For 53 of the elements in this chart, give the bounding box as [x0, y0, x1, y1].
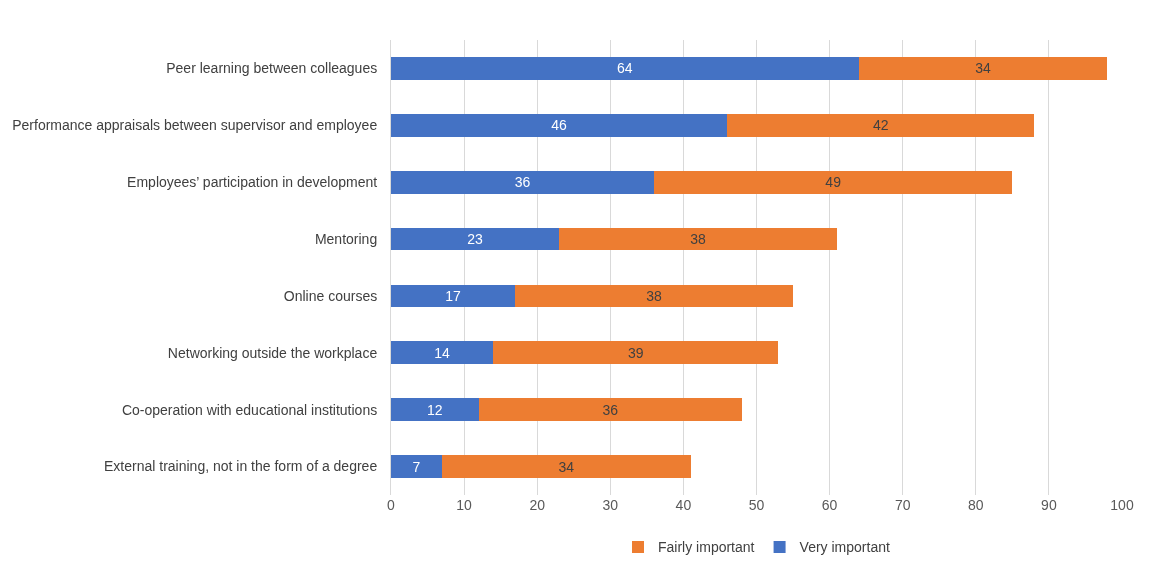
legend-label: Very important: [799, 539, 890, 556]
x-tick-label: 40: [675, 497, 692, 513]
x-tick-label: 0: [387, 497, 396, 513]
bar: [478, 398, 742, 422]
bar: [391, 113, 728, 137]
data-label: 38: [646, 287, 663, 304]
bar: [391, 227, 560, 251]
y-tick-label: Networking outside the workplace: [167, 344, 378, 361]
x-tick-label: 80: [968, 497, 984, 513]
bar: [391, 455, 443, 478]
x-tick-label: 90: [1041, 497, 1057, 513]
bar: [442, 455, 691, 478]
data-label: 42: [872, 117, 889, 134]
x-tick-label: 30: [602, 497, 619, 513]
y-tick-label: Peer learning between colleagues: [166, 60, 378, 77]
legend-label: Fairly important: [658, 539, 755, 556]
data-label: 46: [551, 117, 568, 134]
x-tick-label: 60: [821, 497, 838, 513]
y-tick-label: External training, not in the form of a degree: [104, 458, 378, 475]
bar: [727, 113, 1035, 137]
data-label: 7: [412, 458, 421, 475]
x-tick-label: 10: [456, 497, 473, 513]
bar: [515, 284, 794, 308]
data-label: 38: [690, 231, 706, 248]
data-label: 49: [825, 174, 842, 191]
data-label: 39: [627, 344, 644, 361]
data-label: 64: [617, 60, 633, 77]
y-tick-label: Co-operation with educational institutions: [121, 401, 378, 418]
y-tick-label: Online courses: [283, 287, 378, 304]
data-label: 14: [434, 344, 451, 361]
bar: [493, 341, 779, 365]
data-label: 36: [514, 174, 531, 191]
bar: [391, 57, 859, 80]
bar: [858, 57, 1108, 80]
data-label: 17: [445, 287, 462, 304]
x-tick-label: 50: [748, 497, 765, 513]
x-tick-label: 70: [894, 497, 911, 513]
y-tick-label: Employees’ participation in development: [127, 174, 378, 191]
bar: [391, 284, 516, 308]
y-tick-label: Performance appraisals between supervisor and employee: [12, 117, 378, 134]
data-label: 36: [602, 401, 619, 418]
data-label: 23: [467, 231, 483, 248]
bar: [391, 398, 479, 422]
x-tick-label: 100: [1110, 497, 1134, 513]
bar: [654, 170, 1013, 194]
data-label: 34: [975, 60, 991, 77]
x-tick-label: 20: [529, 497, 546, 513]
bar: [559, 227, 837, 251]
bar: [391, 341, 494, 365]
y-tick-label: Mentoring: [314, 230, 378, 247]
bar: [391, 170, 655, 194]
data-label: 34: [558, 458, 575, 475]
data-label: 12: [426, 401, 443, 418]
